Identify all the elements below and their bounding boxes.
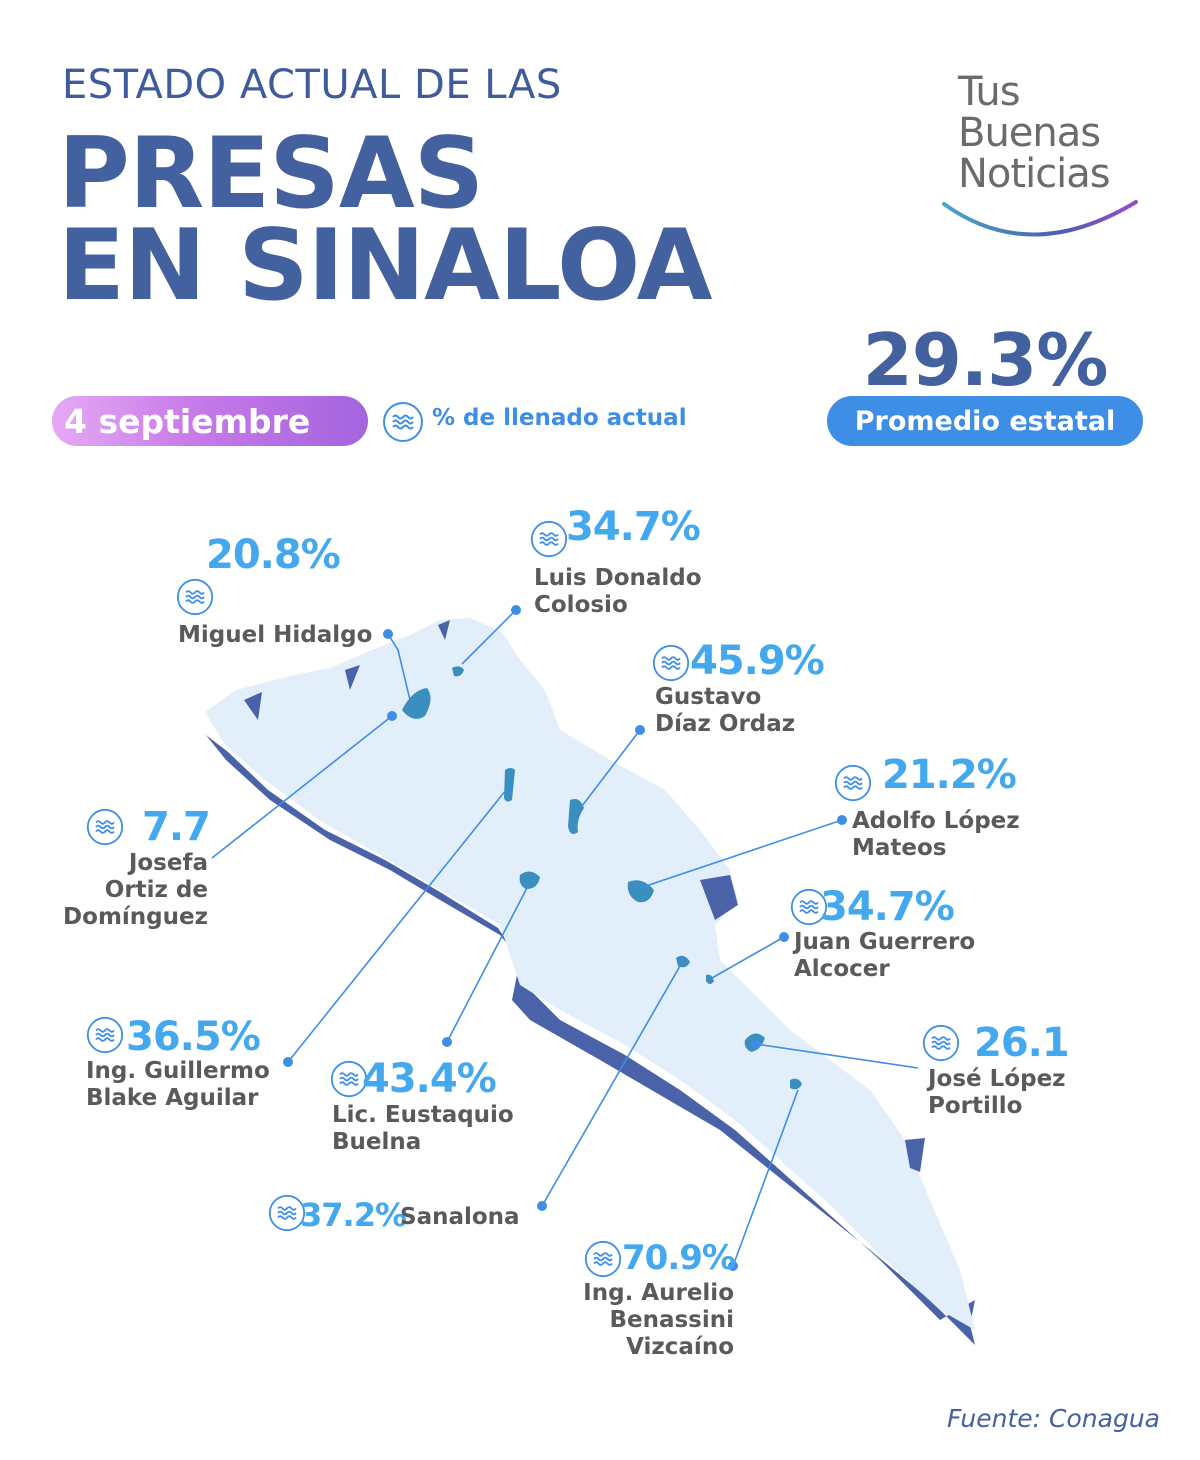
dot-guerrero [779, 932, 789, 942]
water-waves-icon [652, 644, 690, 682]
dam-name-lopez-portillo: José López Portillo [928, 1066, 1066, 1119]
leader-diaz-ordaz [581, 729, 641, 807]
state-average-value: 29.3% [862, 318, 1109, 402]
water-waves-icon [530, 520, 568, 558]
dam-name-guerrero: Juan Guerrero Alcocer [794, 929, 976, 982]
logo-line-2: Buenas [958, 110, 1101, 156]
dam-percent-miguel-hidalgo: 20.8% [206, 532, 341, 578]
dot-diaz-ordaz [635, 725, 645, 735]
logo-line-3: Noticias [958, 151, 1111, 197]
reservoir-benassini [790, 1078, 802, 1090]
logo-line-1: Tus [958, 69, 1021, 115]
leader-colosio [461, 609, 517, 665]
dam-percent-guerrero: 34.7% [820, 884, 955, 930]
dam-percent-benassini: 70.9% [622, 1238, 736, 1278]
leader-sanalona [541, 965, 681, 1207]
water-waves-icon [176, 578, 214, 616]
leader-guerrero [711, 936, 785, 979]
reservoir-miguel-hidalgo [402, 688, 431, 719]
dam-name-sanalona: Sanalona [400, 1204, 520, 1230]
dam-percent-colosio: 34.7% [566, 504, 701, 550]
dam-name-miguel-hidalgo: Miguel Hidalgo [178, 622, 373, 648]
water-waves-icon [834, 764, 872, 802]
islet [345, 665, 360, 690]
dam-percent-blake: 36.5% [126, 1014, 261, 1060]
dam-name-lopez-mateos: Adolfo López Mateos [852, 808, 1020, 861]
reservoir-diaz-ordaz [568, 799, 584, 834]
leader-lines [211, 609, 919, 1267]
leader-buelna [446, 885, 529, 1043]
title-line-1: PRESAS [58, 117, 484, 231]
reservoir-sanalona [676, 955, 690, 968]
leader-benassini [732, 1089, 799, 1267]
leader-dots [283, 605, 847, 1271]
dam-name-diaz-ordaz: Gustavo Díaz Ordaz [655, 684, 796, 737]
leader-josefa [211, 715, 393, 859]
date-badge: 4 septiembre [52, 396, 368, 446]
state-land [205, 618, 975, 1330]
reservoir-guerrero [706, 974, 714, 984]
title-line-2: EN SINALOA [58, 209, 712, 323]
dot-josefa [387, 711, 397, 721]
dot-lopez-mateos [837, 815, 847, 825]
water-waves-icon [330, 1060, 368, 1098]
dot-lopez-portillo [751, 1039, 761, 1049]
water-waves-icon [86, 808, 124, 846]
dam-name-buelna: Lic. Eustaquio Buelna [332, 1102, 514, 1155]
islet [905, 1138, 925, 1172]
water-waves-icon [922, 1024, 960, 1062]
brand-logo: Tus Buenas Noticias [958, 69, 1111, 197]
dot-blake [283, 1057, 293, 1067]
dam-percent-lopez-mateos: 21.2% [882, 752, 1017, 798]
dam-percent-sanalona: 37.2% [300, 1196, 407, 1234]
dam-name-benassini: Ing. Aurelio Benassini Vizcaíno [583, 1280, 734, 1360]
page-subtitle: ESTADO ACTUAL DE LAS [62, 62, 562, 108]
dam-percent-buelna: 43.4% [362, 1056, 497, 1102]
dot-colosio [511, 605, 521, 615]
water-waves-icon [86, 1016, 124, 1054]
dam-name-blake: Ing. Guillermo Blake Aguilar [86, 1058, 270, 1111]
islet [438, 620, 450, 640]
water-waves-icon [383, 402, 423, 442]
dam-percent-diaz-ordaz: 45.9% [690, 638, 825, 684]
coastline [206, 735, 975, 1345]
leader-blake [287, 789, 507, 1063]
islet [244, 692, 262, 720]
leader-lopez-portillo [755, 1043, 919, 1069]
reservoir-blake [519, 871, 540, 889]
dam-name-josefa: Josefa Ortiz de Domínguez [63, 850, 208, 930]
leader-lopez-mateos [639, 819, 843, 889]
state-average-label: Promedio estatal [827, 396, 1143, 446]
leader-miguel-hidalgo [387, 633, 411, 701]
islet [700, 875, 738, 920]
water-waves-icon [584, 1240, 622, 1278]
dot-benassini [728, 1261, 738, 1271]
water-waves-icon [268, 1194, 306, 1232]
reservoir-colosio [452, 666, 464, 677]
dot-buelna [442, 1037, 452, 1047]
dot-sanalona [537, 1201, 547, 1211]
dam-percent-lopez-portillo: 26.1 [974, 1020, 1070, 1066]
reservoir-josefa [504, 768, 515, 802]
logo-arc-icon [942, 200, 1138, 237]
dam-name-colosio: Luis Donaldo Colosio [534, 565, 702, 618]
source-credit: Fuente: Conagua [947, 1404, 1160, 1433]
dam-percent-josefa: 7.7 [142, 804, 211, 850]
water-waves-icon [790, 888, 828, 926]
dot-miguel-hidalgo [383, 629, 393, 639]
page-title: PRESAS EN SINALOA [58, 117, 712, 323]
legend-label: % de llenado actual [432, 405, 687, 431]
